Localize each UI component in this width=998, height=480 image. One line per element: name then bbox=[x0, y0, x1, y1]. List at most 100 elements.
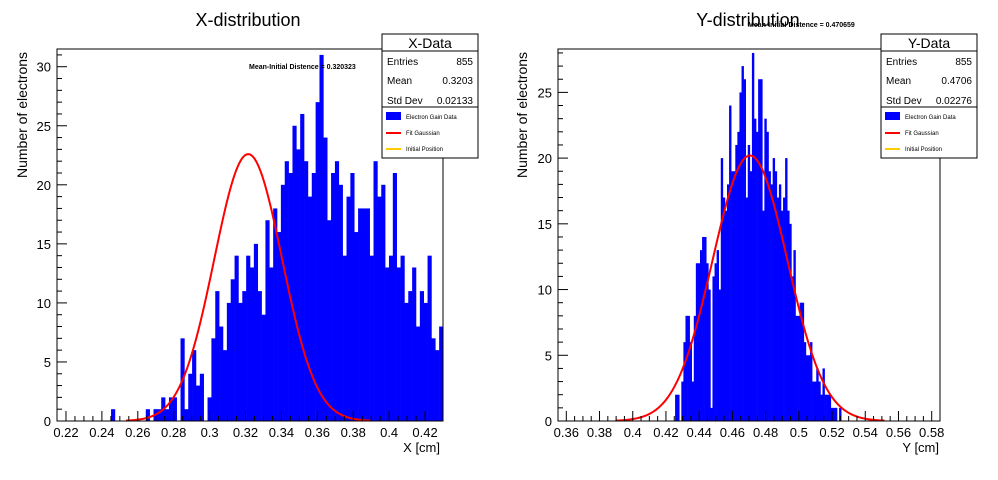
y-histogram-bar bbox=[799, 302, 803, 421]
y-legend-initial-label: Initial Position bbox=[905, 147, 942, 153]
y-histogram-bar bbox=[826, 394, 830, 421]
y-histogram-bar bbox=[753, 118, 757, 422]
panel-y-distribution: 0.36 0.38 0.4 0.42 0.44 0.46 0.48 0.5 0.52 0.54 0.… bbox=[514, 10, 978, 455]
x-xtick-label: 0.38 bbox=[341, 425, 366, 440]
y-stats-stddev-label: Std Dev bbox=[886, 96, 922, 107]
x-yaxis-ticks: 0 5 10 15 20 25 30 bbox=[37, 54, 67, 429]
x-legend-fit-label: Fit Gaussian bbox=[406, 131, 440, 137]
x-histogram-bar bbox=[168, 397, 174, 421]
x-histogram-bar bbox=[219, 326, 224, 421]
x-histogram-bar bbox=[192, 350, 197, 421]
y-histogram-bar bbox=[695, 263, 699, 421]
x-histogram-bar bbox=[388, 255, 394, 421]
x-histogram-bar bbox=[369, 255, 374, 421]
y-histogram-bar bbox=[789, 223, 792, 421]
x-histogram-bar bbox=[381, 184, 386, 421]
y-histogram-bar bbox=[766, 131, 769, 421]
x-yaxis-label: Number of electrons bbox=[14, 52, 30, 178]
y-stats-stddev-value: 0.02276 bbox=[936, 96, 973, 107]
y-fit-curve bbox=[615, 154, 885, 422]
y-histogram-bar bbox=[768, 171, 771, 421]
y-xtick-label: 0.4 bbox=[624, 425, 642, 440]
y-histogram-bar bbox=[820, 394, 823, 421]
x-histogram-bar bbox=[111, 409, 116, 421]
x-histogram-bar bbox=[431, 338, 436, 421]
y-histogram-bar bbox=[745, 197, 749, 421]
x-histogram-bar bbox=[408, 291, 413, 421]
x-histogram-bar bbox=[304, 161, 309, 421]
y-yaxis-label: Number of electrons bbox=[514, 52, 530, 178]
y-histogram-bar bbox=[675, 394, 678, 421]
x-histogram-bar bbox=[315, 102, 320, 421]
y-histogram-bar bbox=[733, 171, 736, 421]
x-histogram-bar bbox=[284, 161, 289, 421]
x-histogram-bar bbox=[184, 409, 189, 421]
y-histogram-bar bbox=[720, 158, 724, 421]
x-xtick-label: 0.36 bbox=[305, 425, 330, 440]
y-histogram-bar bbox=[807, 355, 811, 421]
y-legend-data-label: Electron Gain Data bbox=[905, 115, 956, 121]
x-histogram-bar bbox=[300, 113, 305, 421]
x-histogram-bar bbox=[412, 267, 417, 421]
y-ytick-label: 0 bbox=[545, 414, 552, 429]
x-legend-initial-label: Initial Position bbox=[406, 147, 443, 153]
x-histogram-bar bbox=[226, 302, 231, 421]
x-xtick-label: 0.32 bbox=[233, 425, 258, 440]
x-histogram-bar bbox=[265, 220, 270, 421]
x-histogram-bar bbox=[195, 385, 201, 421]
x-stats-mean-label: Mean bbox=[387, 76, 412, 87]
y-histogram-bar bbox=[839, 407, 842, 421]
x-histogram-bar bbox=[365, 208, 370, 421]
y-xtick-label: 0.54 bbox=[853, 425, 878, 440]
y-histogram-bar bbox=[722, 197, 726, 421]
x-xtick-label: 0.24 bbox=[89, 425, 114, 440]
y-histogram-bar bbox=[739, 92, 742, 421]
y-xtick-label: 0.44 bbox=[687, 425, 712, 440]
y-histogram-bar bbox=[762, 210, 765, 421]
y-stats-mean-value: 0.4706 bbox=[941, 76, 972, 87]
y-ytick-label: 10 bbox=[538, 283, 552, 298]
y-histogram-bar bbox=[756, 131, 759, 421]
y-histogram-bar bbox=[689, 342, 692, 421]
x-histogram-bar bbox=[423, 302, 428, 421]
x-histogram-bar bbox=[319, 54, 324, 422]
y-histogram-bar bbox=[685, 315, 688, 421]
y-histogram-bar bbox=[760, 79, 763, 421]
y-histogram-bar bbox=[764, 118, 767, 422]
y-xtick-label: 0.36 bbox=[554, 425, 579, 440]
x-xtick-label: 0.4 bbox=[380, 425, 398, 440]
x-xtick-label: 0.26 bbox=[125, 425, 150, 440]
y-histogram-bar bbox=[772, 158, 776, 421]
y-annotation: Mean-Initial Distence = 0.470659 bbox=[748, 22, 855, 29]
y-histogram-bar bbox=[810, 342, 813, 421]
y-histogram-bar bbox=[805, 355, 809, 421]
x-xaxis-label: X [cm] bbox=[403, 440, 440, 455]
y-histogram-bar bbox=[677, 394, 680, 421]
y-ytick-label: 20 bbox=[538, 151, 552, 166]
x-ytick-label: 25 bbox=[37, 119, 51, 134]
x-histogram-bar bbox=[392, 173, 397, 421]
y-histogram-bar bbox=[783, 197, 786, 421]
y-ytick-label: 5 bbox=[545, 348, 552, 363]
x-histogram-bar bbox=[385, 267, 390, 421]
x-histogram-bar bbox=[350, 173, 355, 421]
y-histogram-bar bbox=[818, 381, 821, 421]
x-stats-title: X-Data bbox=[408, 35, 452, 51]
y-histogram-bar bbox=[693, 315, 697, 421]
x-histogram-bar bbox=[358, 208, 363, 421]
x-stats-entries-value: 855 bbox=[456, 57, 473, 68]
y-histogram-bar bbox=[834, 407, 838, 421]
x-histogram-bar bbox=[238, 302, 243, 421]
y-histogram-bar bbox=[704, 236, 707, 421]
y-yaxis-ticks: 0 5 10 15 20 25 bbox=[538, 52, 568, 429]
y-xtick-label: 0.5 bbox=[790, 425, 808, 440]
x-legend-data-swatch bbox=[386, 112, 401, 120]
x-histogram-bar bbox=[331, 173, 336, 421]
y-histogram-bar bbox=[743, 79, 746, 421]
x-histogram-bar bbox=[211, 338, 216, 421]
x-histogram-bar bbox=[230, 279, 235, 421]
x-histogram-bar bbox=[346, 196, 351, 421]
x-chart-title: X-distribution bbox=[195, 10, 300, 30]
